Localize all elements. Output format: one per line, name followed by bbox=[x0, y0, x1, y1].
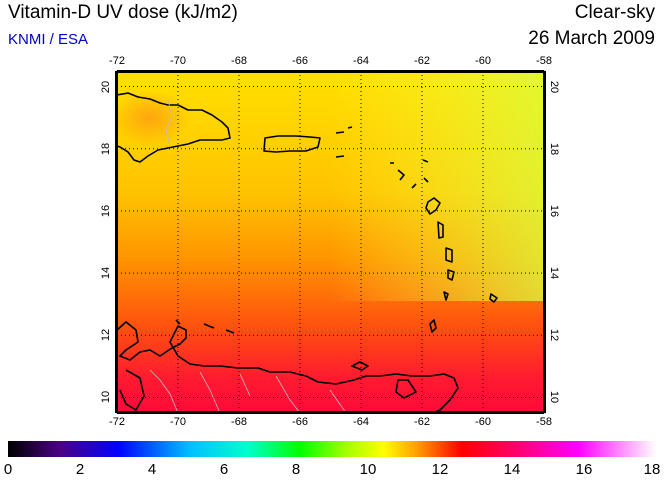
source-label: KNMI / ESA bbox=[8, 31, 89, 48]
lon-tick-bottom: -70 bbox=[170, 416, 186, 428]
st-vincent bbox=[443, 291, 449, 301]
uv-dose-field bbox=[117, 71, 544, 413]
coastlines bbox=[117, 92, 498, 413]
south-american-coast bbox=[117, 321, 459, 413]
colorbar-tick-label: 16 bbox=[575, 461, 593, 478]
colorbar-tick-label: 2 bbox=[75, 461, 85, 478]
colorbar-tick-label: 6 bbox=[219, 461, 229, 478]
lon-tick-bottom: -60 bbox=[475, 416, 491, 428]
political-borders bbox=[149, 99, 347, 413]
colorbar-tick-label: 18 bbox=[643, 461, 661, 478]
margarita-island bbox=[351, 361, 369, 371]
colorbar-tick-label: 10 bbox=[359, 461, 377, 478]
lon-tick-top: -60 bbox=[475, 55, 491, 67]
lat-tick-left: 20 bbox=[100, 80, 112, 93]
lat-tick-right: 20 bbox=[548, 80, 560, 93]
lat-tick-left: 14 bbox=[100, 266, 112, 280]
colorbar-tick-label: 12 bbox=[431, 461, 449, 478]
map-frame-top bbox=[117, 70, 544, 73]
guadeloupe bbox=[425, 197, 441, 215]
colorbar-tick-label: 8 bbox=[291, 461, 301, 478]
lat-tick-left: 16 bbox=[100, 204, 112, 218]
venezuela-states bbox=[199, 371, 347, 413]
trinidad bbox=[395, 379, 417, 399]
map-frame-right bbox=[543, 71, 546, 413]
colorbar-tick-label: 14 bbox=[503, 461, 521, 478]
lon-tick-bottom: -66 bbox=[292, 416, 308, 428]
lat-tick-right: 14 bbox=[548, 266, 560, 280]
maracaibo-lake bbox=[119, 369, 145, 411]
lon-tick-top: -72 bbox=[109, 55, 125, 67]
colorbar-tick-label: 4 bbox=[147, 461, 157, 478]
hispaniola-coast bbox=[117, 92, 231, 163]
lon-tick-top: -64 bbox=[353, 55, 369, 67]
abc-islands bbox=[175, 319, 235, 334]
lon-tick-top: -68 bbox=[231, 55, 247, 67]
lat-tick-right: 12 bbox=[548, 329, 560, 342]
lat-tick-right: 16 bbox=[548, 204, 560, 218]
st-lucia bbox=[447, 269, 455, 281]
martinique bbox=[445, 247, 453, 263]
lon-tick-top: -62 bbox=[414, 55, 430, 67]
map-frame-left bbox=[115, 71, 118, 413]
puerto-rico-coast bbox=[263, 135, 321, 153]
lesser-antilles-1 bbox=[390, 159, 429, 189]
lon-tick-bottom: -62 bbox=[414, 416, 430, 428]
lon-tick-bottom: -58 bbox=[536, 416, 552, 428]
lat-tick-left: 10 bbox=[100, 391, 112, 404]
colorbar bbox=[8, 441, 656, 457]
dominica bbox=[437, 221, 444, 239]
lon-tick-top: -70 bbox=[170, 55, 186, 67]
lat-tick-right: 18 bbox=[548, 142, 560, 155]
haiti-dr-border bbox=[165, 99, 173, 147]
map-frame-bottom bbox=[117, 411, 544, 414]
colorbar-tick-label: 0 bbox=[3, 461, 13, 478]
lon-tick-bottom: -72 bbox=[109, 416, 125, 428]
virgin-islands bbox=[335, 126, 353, 158]
grenada bbox=[429, 319, 437, 333]
lon-tick-bottom: -64 bbox=[353, 416, 369, 428]
lat-tick-right: 10 bbox=[548, 391, 560, 404]
lat-tick-left: 12 bbox=[100, 329, 112, 342]
lon-tick-bottom: -68 bbox=[231, 416, 247, 428]
lon-tick-top: -66 bbox=[292, 55, 308, 67]
sky-condition-label: Clear-sky bbox=[574, 2, 655, 23]
lat-tick-left: 18 bbox=[100, 142, 112, 155]
colombia-venezuela-border bbox=[149, 369, 179, 413]
date-label: 26 March 2009 bbox=[528, 28, 655, 49]
map-title: Vitamin-D UV dose (kJ/m2) bbox=[8, 2, 238, 23]
barbados bbox=[489, 293, 498, 303]
lon-tick-top: -58 bbox=[536, 55, 552, 67]
